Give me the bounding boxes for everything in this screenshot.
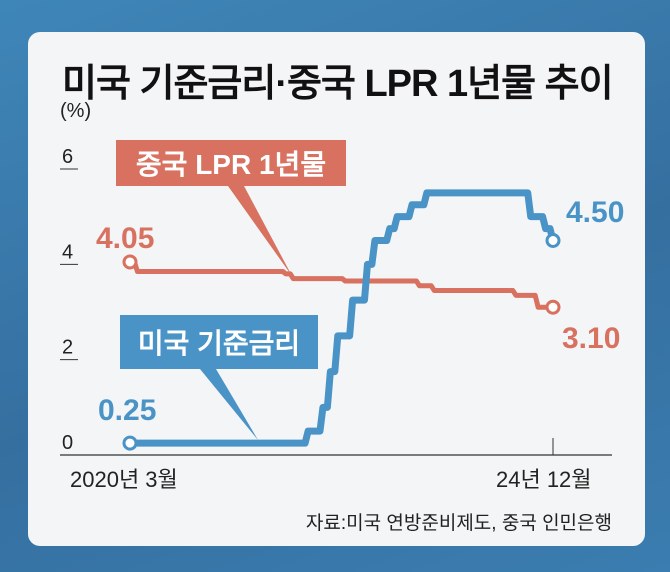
us-rate-line — [130, 189, 557, 447]
us-rate-start-point — [122, 435, 138, 451]
us-start-label: 0.25 — [98, 394, 157, 427]
china-lpr-start-point — [122, 254, 138, 270]
us-legend-pointer — [200, 369, 258, 440]
x-tick-label-end: 24년 12월 — [496, 467, 592, 492]
us-end-label: 4.50 — [566, 196, 625, 229]
chart-title: 미국 기준금리·중국 LPR 1년물 추이 — [62, 63, 614, 105]
y-axis-unit: (%) — [60, 100, 92, 122]
china-lpr-end-point — [545, 299, 561, 315]
legend-china-lpr: 중국 LPR 1년물 — [116, 140, 346, 186]
y-tick-label: 2 — [62, 337, 73, 359]
china-start-label: 4.05 — [96, 222, 155, 255]
chart-card — [28, 32, 645, 546]
china-lpr-line — [130, 259, 553, 310]
y-tick-label: 6 — [62, 146, 73, 168]
china-legend-pointer — [228, 186, 292, 276]
y-tick-label: 4 — [62, 241, 73, 263]
x-tick-label-start: 2020년 3월 — [70, 467, 178, 492]
us-rate-end-point — [545, 233, 561, 248]
source-note: 자료:미국 연방준비제도, 중국 인민은행 — [305, 513, 612, 534]
y-tick-label: 0 — [62, 432, 73, 454]
legend-us-rate: 미국 기준금리 — [120, 315, 318, 369]
china-end-label: 3.10 — [562, 322, 621, 355]
